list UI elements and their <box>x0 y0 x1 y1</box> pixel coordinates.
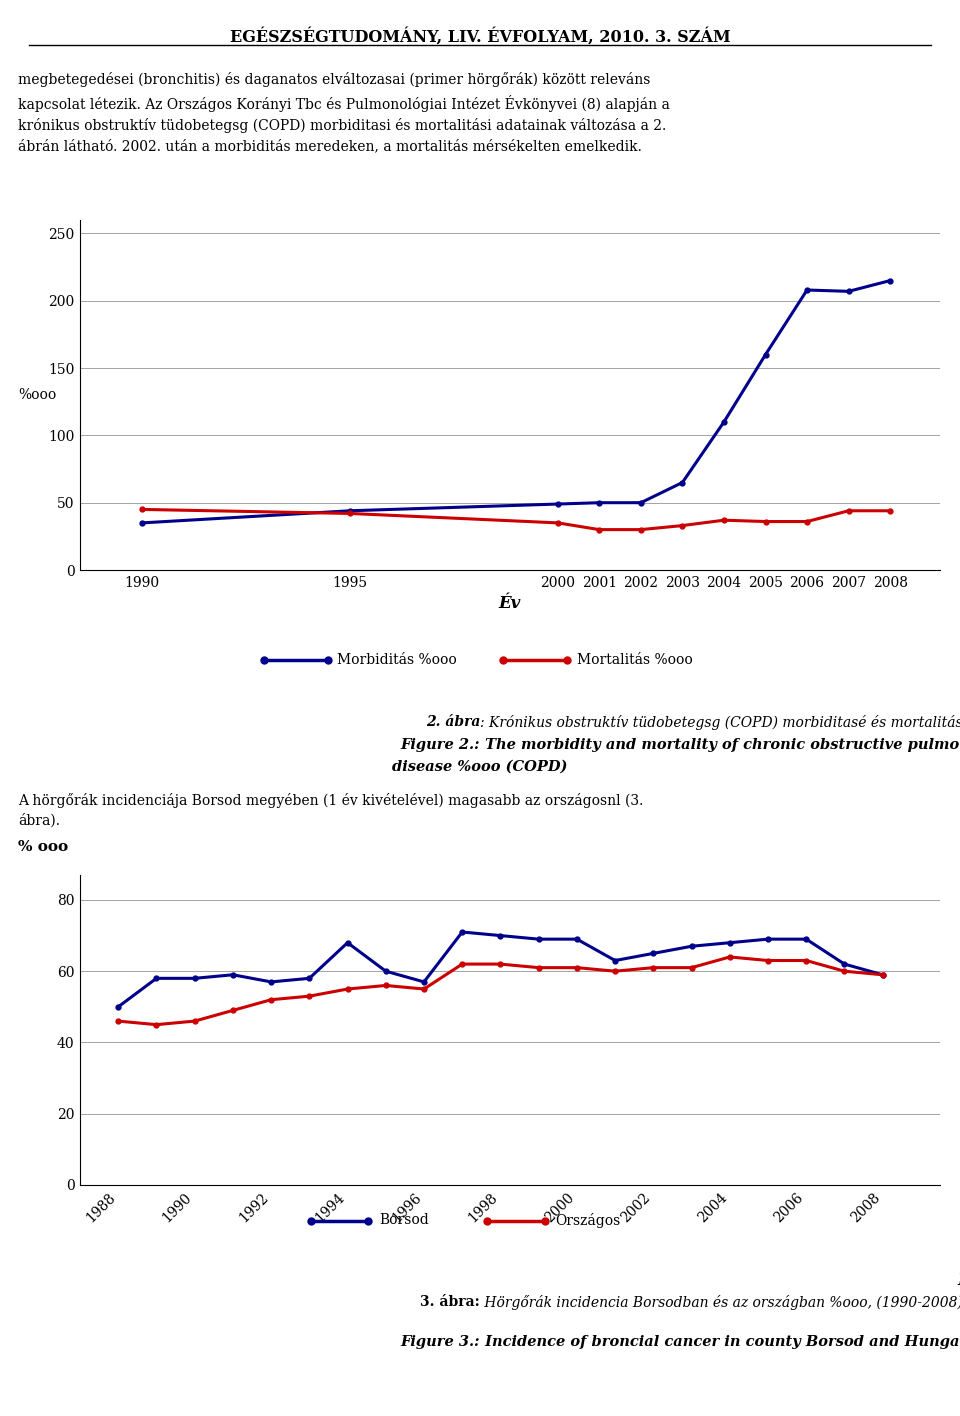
X-axis label: Év: Év <box>499 595 521 612</box>
Text: The morbidity and mortality of chronic obstructive pulmonary: The morbidity and mortality of chronic o… <box>480 738 960 752</box>
Text: EGÉSZSÉGTUDOMÁNY, LIV. ÉVFOLYAM, 2010. 3. SZÁM: EGÉSZSÉGTUDOMÁNY, LIV. ÉVFOLYAM, 2010. 3… <box>229 28 731 45</box>
Text: Incidence of broncial cancer in county Borsod and Hungary %ooo, (1990-2008): Incidence of broncial cancer in county B… <box>480 1335 960 1349</box>
Text: 3. ábra:: 3. ábra: <box>420 1296 480 1308</box>
Text: ábra).: ábra). <box>18 813 60 827</box>
Text: Figure 2.:: Figure 2.: <box>400 738 480 752</box>
Text: A hörgőrák incidenciája Borsod megyében (1 év kivételével) magasabb az országosn: A hörgőrák incidenciája Borsod megyében … <box>18 793 643 809</box>
Text: Hörgőrák incidencia Borsodban és az országban %ooo, (1990-2008): Hörgőrák incidencia Borsodban és az orsz… <box>480 1296 960 1310</box>
Text: megbetegedései (bronchitis) és daganatos elváltozasai (primer hörgőrák) között r: megbetegedései (bronchitis) és daganatos… <box>18 72 670 153</box>
Text: : Krónikus obstruktív tüdobetegsg (COPD) morbiditasé és mortalitása %ooo: : Krónikus obstruktív tüdobetegsg (COPD)… <box>480 715 960 731</box>
Text: disease %ooo (COPD): disease %ooo (COPD) <box>393 760 567 775</box>
Text: Morbiditás %ooo: Morbiditás %ooo <box>337 653 457 667</box>
Text: Mortalitás %ooo: Mortalitás %ooo <box>577 653 692 667</box>
Text: Országos: Országos <box>556 1214 621 1228</box>
Text: Borsod: Borsod <box>379 1214 429 1228</box>
Text: Figure 3.:: Figure 3.: <box>400 1335 480 1349</box>
Text: Év: Év <box>957 1272 960 1289</box>
Text: 2. ábra: 2. ábra <box>425 715 480 729</box>
Text: % ooo: % ooo <box>18 840 68 854</box>
Y-axis label: %ooo: %ooo <box>18 388 56 402</box>
